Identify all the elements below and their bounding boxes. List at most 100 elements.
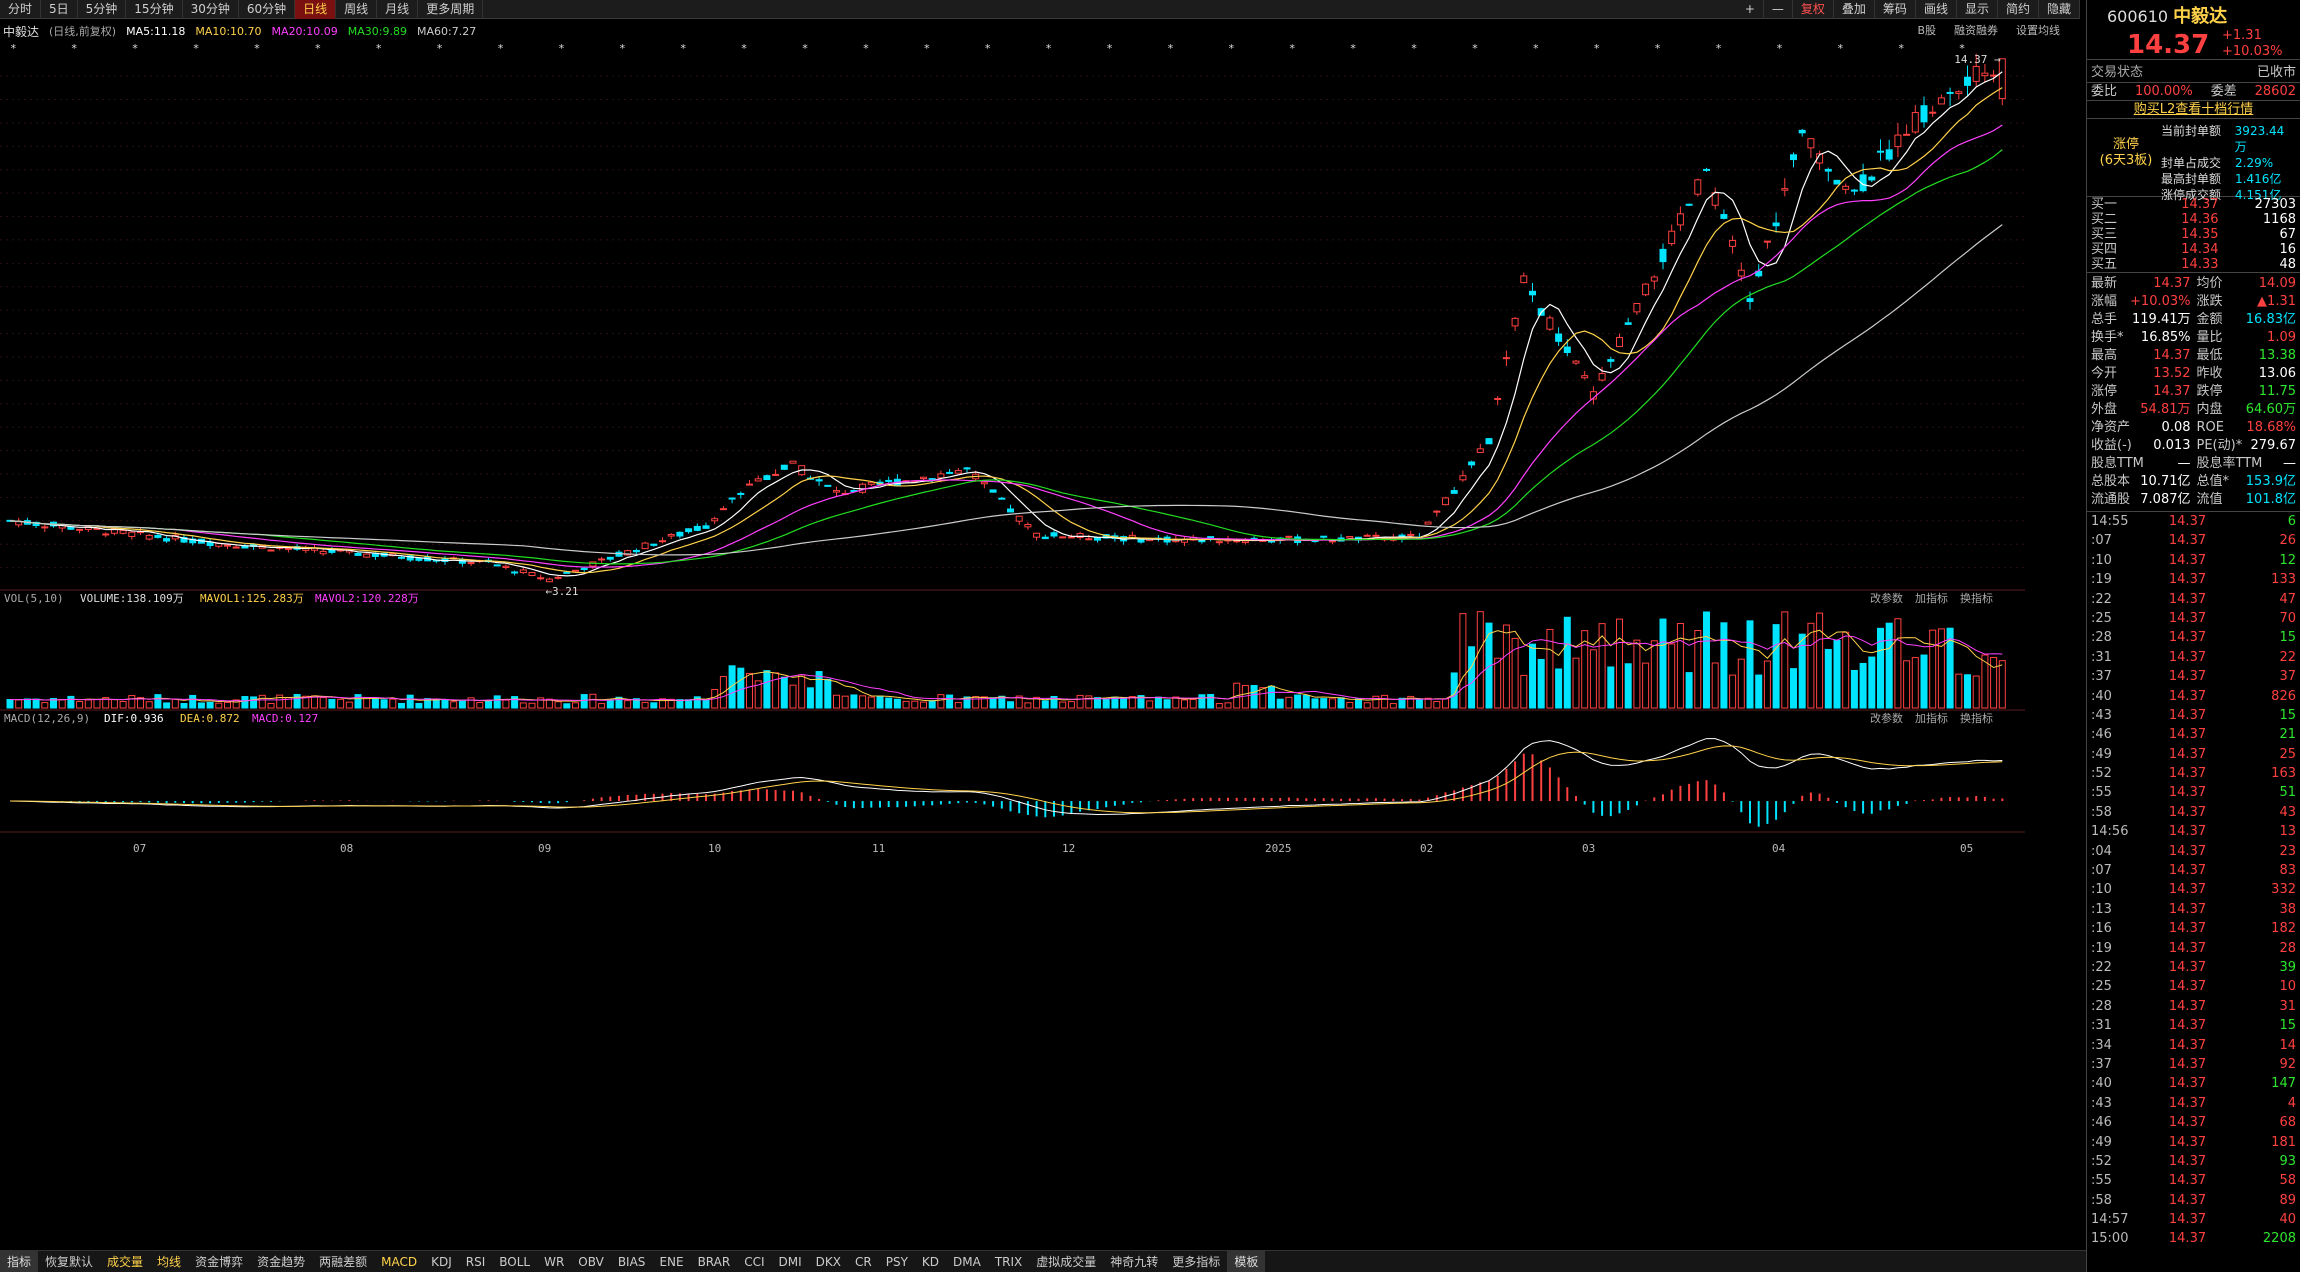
ma-settings-button[interactable]: 设置均线 [2016, 24, 2060, 37]
indicator-tab[interactable]: KDJ [431, 1254, 452, 1269]
stat-cell: 金额 16.83亿 [2196, 312, 2297, 327]
candle-body [1502, 357, 1510, 360]
indicator-tab[interactable]: OBV [578, 1254, 604, 1269]
tick-row: :55 14.37 51 [2091, 785, 2296, 801]
indicator-tab[interactable]: CR [855, 1254, 872, 1269]
indicator-tab[interactable]: 模板 [1227, 1250, 1266, 1272]
indicator-tab[interactable]: 恢复默认 [45, 1254, 94, 1269]
candle-body [1598, 373, 1606, 381]
period-tab[interactable]: 60分钟 [239, 0, 296, 19]
tick-list[interactable]: 14:55 14.37 6:07 14.37 26:10 14.37 12:19 14.37 1… [2087, 511, 2300, 1249]
b-share-link[interactable]: B股 [1917, 24, 1936, 37]
indicator-tab[interactable]: 成交量 [107, 1254, 144, 1269]
status-value: 已收市 [2256, 65, 2296, 80]
x-axis-label: 11 [872, 842, 885, 855]
candle-body [1407, 533, 1415, 536]
display-button[interactable]: 显示 [1957, 0, 1998, 19]
indicator-tab[interactable]: 两融差额 [319, 1254, 368, 1269]
indicator-tab[interactable]: BIAS [617, 1254, 646, 1269]
l2-link[interactable]: 购买L2查看十档行情 [2087, 100, 2300, 118]
candle-body [1720, 214, 1728, 219]
period-tab[interactable]: 5分钟 [78, 0, 127, 19]
indicator-tab[interactable]: 更多指标 [1172, 1254, 1221, 1269]
candle-body [1268, 540, 1275, 543]
zoom-out-button[interactable]: — [1764, 0, 1793, 19]
volume-bar [328, 699, 336, 709]
kline-chart[interactable]: 14.0013.5013.0012.5012.0011.5011.0010.50… [0, 40, 2080, 1230]
indicator-tab[interactable]: KD [921, 1254, 940, 1269]
volume-bar [1459, 613, 1467, 709]
candle-body [1320, 535, 1328, 538]
price-change: +1.31 +10.03% [2222, 28, 2282, 60]
volume-bar [1676, 623, 1684, 709]
volume-bar [258, 694, 266, 709]
adjust-button[interactable]: 复权 [1793, 0, 1834, 19]
zoom-in-button[interactable]: + [1737, 0, 1764, 19]
simple-button[interactable]: 简约 [1998, 0, 2039, 19]
indicator-tab[interactable]: MACD [381, 1254, 418, 1269]
macd-action: 加指标 [1915, 711, 1948, 725]
candle-body [1937, 97, 1945, 105]
period-tab-daily[interactable]: 日线 [295, 0, 337, 19]
stat-cell: 均价 14.09 [2196, 276, 2297, 291]
indicator-tab[interactable]: WR [544, 1254, 565, 1269]
more-periods-button[interactable]: 更多周期 [418, 0, 484, 19]
chips-button[interactable]: 筹码 [1875, 0, 1916, 19]
volume-bar [589, 693, 597, 709]
trade-status-row: 交易状态 已收市 [2087, 64, 2300, 82]
volume-bar [467, 697, 475, 709]
indicator-tab[interactable]: TRIX [994, 1254, 1023, 1269]
volume-bar [693, 696, 701, 709]
stat-cell: 流值 101.8亿 [2196, 492, 2297, 507]
kline-chart-area[interactable]: 14.0013.5013.0012.5012.0011.5011.0010.50… [0, 40, 2080, 1232]
period-tab[interactable]: 15分钟 [126, 0, 183, 19]
status-label: 交易状态 [2091, 65, 2144, 80]
candle-body [398, 556, 405, 559]
volume-bar [58, 699, 66, 709]
margin-trading-link[interactable]: 融资融券 [1954, 24, 1998, 37]
indicator-tab[interactable]: 神奇九转 [1110, 1254, 1159, 1269]
indicator-tab[interactable]: 虚拟成交量 [1036, 1254, 1097, 1269]
ma5-label: MA5:11.18 [126, 24, 186, 38]
indicator-tab[interactable]: DMA [953, 1254, 981, 1269]
hide-button[interactable]: 隐藏 [2039, 0, 2080, 19]
volume-bar [250, 696, 258, 709]
volume-bar [815, 671, 823, 709]
period-tab[interactable]: 5日 [41, 0, 78, 19]
volume-bar [337, 698, 345, 709]
event-marker: * [1898, 42, 1905, 55]
tick-row: :49 14.37 25 [2091, 746, 2296, 762]
candle-body [1555, 333, 1563, 342]
period-tab[interactable]: 30分钟 [183, 0, 239, 19]
indicator-tab[interactable]: 指标 [0, 1250, 39, 1272]
period-tab[interactable]: 月线 [377, 0, 419, 19]
period-tab[interactable]: 周线 [336, 0, 378, 19]
draw-line-button[interactable]: 画线 [1916, 0, 1957, 19]
indicator-tab[interactable]: CCI [744, 1254, 765, 1269]
stat-cell: 内盘 64.60万 [2196, 402, 2297, 417]
indicator-tab[interactable]: RSI [465, 1254, 486, 1269]
candle-body [772, 473, 780, 476]
candle-body [702, 525, 710, 529]
indicator-tab[interactable]: DKX [815, 1254, 841, 1269]
indicator-tab[interactable]: 资金博弈 [195, 1254, 244, 1269]
event-marker: * [436, 42, 443, 55]
tick-row: :43 14.37 4 [2091, 1095, 2296, 1111]
tick-row: :52 14.37 163 [2091, 766, 2296, 782]
indicator-tab[interactable]: ENE [659, 1254, 684, 1269]
candle-body [511, 571, 519, 574]
indicator-tab[interactable]: BOLL [499, 1254, 531, 1269]
indicator-tab[interactable]: 资金趋势 [257, 1254, 306, 1269]
event-marker: * [741, 42, 748, 55]
tick-row: :10 14.37 12 [2091, 552, 2296, 568]
tick-row: 14:57 14.37 40 [2091, 1212, 2296, 1228]
period-tab[interactable]: 分时 [0, 0, 42, 19]
indicator-tab[interactable]: 均线 [157, 1254, 182, 1269]
overlay-button[interactable]: 叠加 [1834, 0, 1875, 19]
vol-volume: VOLUME:138.109万 [80, 592, 184, 605]
volume-bar [702, 699, 710, 709]
bid-row: 买一 14.37 27303 [2091, 197, 2296, 212]
indicator-tab[interactable]: DMI [778, 1254, 802, 1269]
indicator-tab[interactable]: BRAR [697, 1254, 731, 1269]
indicator-tab[interactable]: PSY [885, 1254, 908, 1269]
